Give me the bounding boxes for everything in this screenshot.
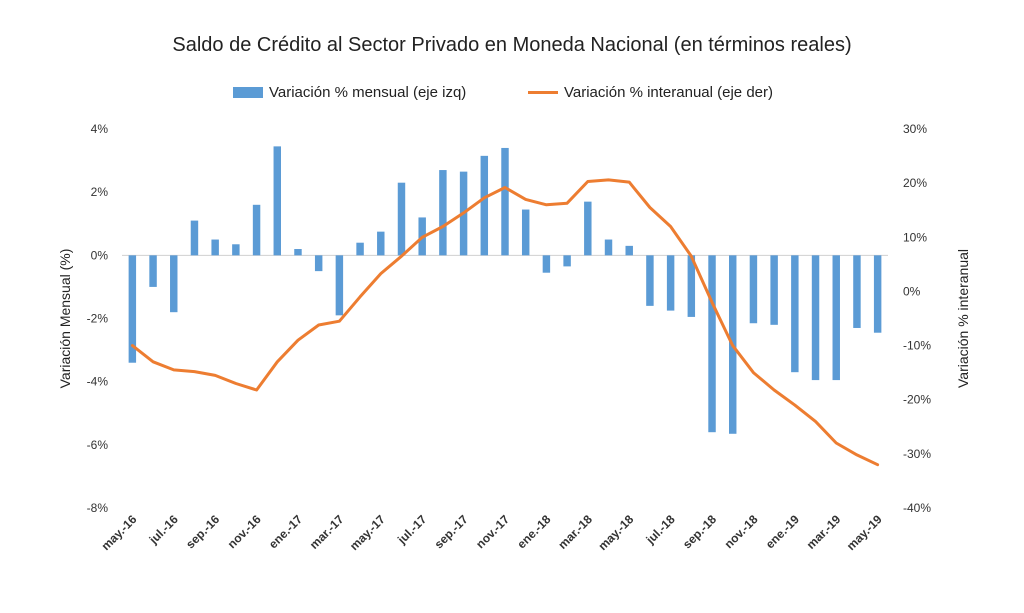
bar-monthly (873, 255, 882, 333)
y-right-tick-label: 10% (903, 230, 927, 244)
y-right-tick-label: 0% (903, 284, 921, 298)
x-tick-label: ene.-17 (266, 512, 305, 551)
y-right-tick-label: -30% (903, 447, 931, 461)
y-right-tick-label: -20% (903, 393, 931, 407)
bar-monthly (397, 182, 406, 256)
bar-monthly (832, 255, 840, 381)
y-left-tick-label: -6% (87, 438, 109, 452)
bar-monthly (252, 204, 261, 256)
x-tick-label: sep.-16 (183, 512, 222, 551)
bar-monthly (211, 239, 219, 256)
bar-monthly (170, 255, 178, 313)
y-left-tick-label: 4% (91, 122, 109, 136)
legend-item-yoy: Variación % interanual (eje der) (528, 84, 773, 101)
y-right-tick-label: -10% (903, 339, 931, 353)
x-tick-label: may.-17 (347, 512, 388, 553)
bar-monthly (335, 255, 344, 316)
bar-monthly (666, 255, 675, 311)
x-tick-label: jul.-16 (146, 512, 181, 547)
bar-monthly (584, 201, 592, 256)
bar-monthly (149, 255, 157, 287)
y-left-tick-label: 2% (91, 185, 109, 199)
bar-monthly (377, 231, 385, 256)
x-tick-label: nov.-17 (473, 512, 512, 551)
x-tick-label: may.-18 (595, 512, 636, 553)
legend-swatch-bar (233, 87, 263, 98)
bar-monthly (811, 255, 820, 381)
bar-monthly (687, 255, 696, 317)
legend-label-monthly: Variación % mensual (eje izq) (269, 84, 467, 101)
y-left-tick-label: -4% (87, 375, 109, 389)
chart-title: Saldo de Crédito al Sector Privado en Mo… (172, 34, 852, 56)
x-tick-label: may.-16 (99, 512, 140, 553)
bar-monthly (190, 220, 199, 256)
x-tick-label: jul.-18 (643, 512, 678, 547)
x-tick-label: may.-19 (844, 512, 885, 553)
x-tick-label: ene.-18 (514, 512, 553, 551)
bar-monthly (749, 255, 758, 324)
line-yoy (130, 178, 880, 467)
bar-monthly (853, 255, 861, 328)
y-left-tick-label: -8% (87, 501, 109, 515)
bar-monthly (439, 170, 447, 256)
bar-monthly (708, 255, 716, 433)
bar-monthly (232, 244, 240, 256)
bar-monthly (791, 255, 799, 373)
bar-monthly (273, 146, 281, 256)
legend: Variación % mensual (eje izq) Variación … (0, 84, 1024, 108)
y-right-tick-label: -40% (903, 501, 931, 515)
x-tick-label: sep.-17 (432, 512, 471, 551)
bar-monthly (604, 239, 613, 256)
y-right-axis-title: Variación % interanual (955, 249, 971, 388)
bar-monthly (770, 255, 778, 325)
x-tick-label: sep.-18 (680, 512, 719, 551)
x-tick-label: mar.-17 (307, 512, 347, 552)
y-right-tick-label: 30% (903, 122, 927, 136)
y-right-tick-label: 20% (903, 176, 927, 190)
bar-monthly (563, 255, 571, 267)
bar-monthly (542, 255, 551, 273)
x-tick-label: jul.-17 (394, 512, 429, 547)
bar-monthly (625, 245, 633, 256)
y-left-tick-label: 0% (91, 248, 109, 262)
x-tick-label: ene.-19 (763, 512, 802, 551)
bar-monthly (480, 155, 489, 256)
bar-monthly (646, 255, 654, 306)
x-tick-label: mar.-18 (555, 512, 595, 552)
y-left-tick-label: -2% (87, 312, 109, 326)
legend-item-monthly: Variación % mensual (eje izq) (233, 84, 466, 101)
legend-swatch-line (528, 91, 558, 94)
bar-monthly (356, 242, 364, 256)
x-tick-label: mar.-19 (804, 512, 844, 552)
y-left-axis-title: Variación Mensual (%) (57, 249, 73, 389)
bar-monthly (314, 255, 323, 272)
bar-monthly (294, 249, 302, 256)
x-tick-label: nov.-18 (722, 512, 761, 551)
bar-monthly (501, 147, 509, 256)
x-tick-label: nov.-16 (225, 512, 264, 551)
bar-monthly (521, 209, 530, 256)
legend-label-yoy: Variación % interanual (eje der) (564, 84, 773, 101)
bar-monthly (128, 255, 137, 363)
